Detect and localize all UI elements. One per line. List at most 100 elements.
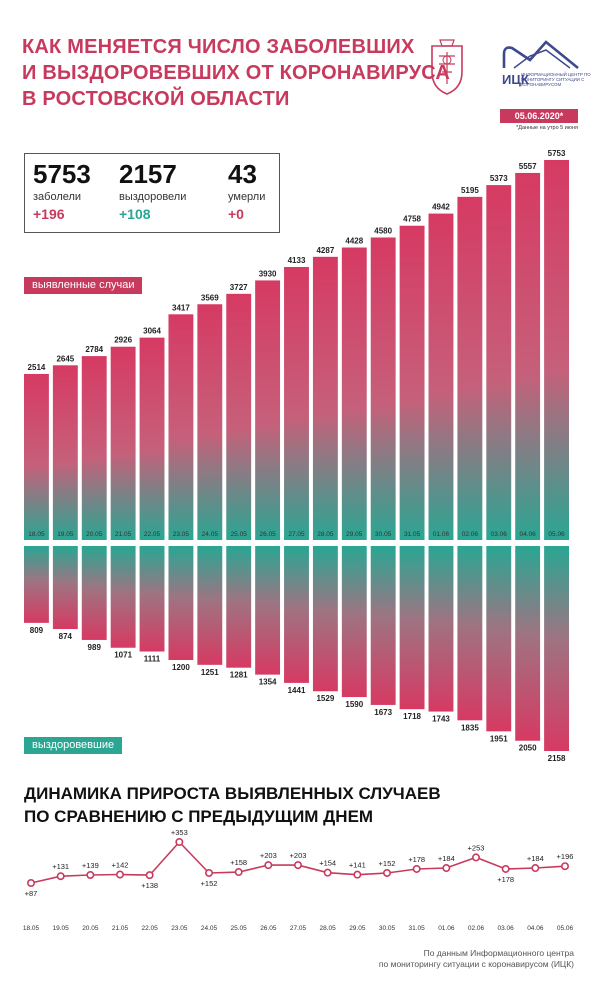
growth-date-tick-label: 28.05 bbox=[320, 925, 337, 932]
growth-date-tick-label: 01.06 bbox=[438, 925, 455, 932]
date-tick-label: 04.06 bbox=[520, 531, 537, 538]
cases-bar bbox=[52, 365, 78, 540]
stat-recovered-label: выздоровели bbox=[119, 191, 187, 203]
growth-value-label: +178 bbox=[497, 875, 514, 884]
growth-point bbox=[323, 868, 332, 877]
cases-value-label: 4942 bbox=[432, 203, 450, 212]
ick-logo-icon bbox=[502, 40, 579, 70]
recovered-bar bbox=[52, 546, 78, 630]
recovered-bar bbox=[399, 546, 425, 710]
recovered-bar bbox=[168, 546, 194, 660]
growth-value-label: +139 bbox=[82, 861, 99, 870]
growth-value-label: +141 bbox=[349, 861, 366, 870]
cases-bar bbox=[168, 314, 194, 540]
growth-value-label: +154 bbox=[319, 859, 336, 868]
date-tick-label: 02.06 bbox=[462, 531, 479, 538]
growth-point bbox=[145, 871, 154, 880]
cases-value-label: 4758 bbox=[403, 215, 421, 224]
stat-deaths-value: 43 bbox=[228, 159, 257, 189]
cases-value-label: 3727 bbox=[230, 283, 248, 292]
growth-value-label: +138 bbox=[141, 881, 158, 890]
recovered-value-label: 1200 bbox=[172, 663, 190, 672]
growth-point bbox=[442, 864, 451, 873]
growth-point bbox=[175, 837, 184, 846]
cases-bar bbox=[370, 237, 396, 541]
cases-bar bbox=[110, 346, 136, 540]
recovered-value-label: 1071 bbox=[114, 651, 132, 660]
growth-date-tick-label: 04.06 bbox=[527, 925, 544, 932]
recovered-value-label: 1673 bbox=[374, 708, 392, 717]
date-tick-label: 31.05 bbox=[404, 531, 421, 538]
growth-date-tick-label: 21.05 bbox=[112, 925, 129, 932]
growth-point bbox=[531, 864, 540, 873]
recovered-bar bbox=[544, 546, 569, 751]
growth-date-tick-label: 29.05 bbox=[349, 925, 366, 932]
cases-value-label: 4428 bbox=[345, 237, 363, 246]
recovered-bar bbox=[226, 546, 252, 668]
date-tick-label: 23.05 bbox=[173, 531, 190, 538]
stats-box: 5753 заболели +196 2157 выздоровели +108… bbox=[24, 153, 280, 233]
date-tick-label: 21.05 bbox=[115, 531, 132, 538]
recovered-value-label: 1529 bbox=[316, 694, 334, 703]
growth-date-tick-label: 27.05 bbox=[290, 925, 307, 932]
recovered-value-label: 1743 bbox=[432, 715, 450, 724]
growth-value-label: +152 bbox=[201, 879, 218, 888]
cases-bar bbox=[515, 172, 541, 540]
growth-value-label: +353 bbox=[171, 828, 188, 837]
cases-bar bbox=[399, 225, 425, 540]
growth-point bbox=[26, 878, 35, 887]
cases-bar bbox=[284, 267, 309, 540]
cases-bar bbox=[81, 356, 107, 540]
cases-bar bbox=[197, 304, 223, 540]
date-badge: 05.06.2020* bbox=[500, 109, 578, 123]
cases-bar bbox=[457, 196, 483, 540]
recovered-bar bbox=[370, 546, 396, 705]
cases-bar bbox=[255, 280, 281, 540]
date-tick-label: 19.05 bbox=[57, 531, 74, 538]
growth-value-label: +142 bbox=[112, 861, 129, 870]
growth-date-tick-label: 25.05 bbox=[231, 925, 248, 932]
source-line-1: По данным Информационного центра bbox=[423, 948, 574, 958]
growth-title-line-2: ПО СРАВНЕНИЮ С ПРЕДЫДУЩИМ ДНЕМ bbox=[24, 807, 374, 826]
stat-recovered-delta: +108 bbox=[119, 206, 151, 222]
recovered-bar bbox=[139, 546, 165, 652]
stat-cases-label: заболели bbox=[33, 191, 82, 203]
cases-value-label: 5373 bbox=[490, 174, 508, 183]
recovered-value-label: 809 bbox=[30, 626, 44, 635]
cases-value-label: 4580 bbox=[374, 226, 392, 235]
recovered-value-label: 989 bbox=[88, 643, 102, 652]
growth-date-tick-label: 31.05 bbox=[409, 925, 426, 932]
date-note: *Данные на утро 5 июня bbox=[516, 125, 578, 131]
source-note: По данным Информационного центра по мони… bbox=[379, 948, 574, 970]
recovered-bar bbox=[255, 546, 281, 675]
recovered-value-label: 1590 bbox=[345, 700, 363, 709]
growth-value-label: +158 bbox=[230, 858, 247, 867]
date-tick-label: 20.05 bbox=[86, 531, 103, 538]
cases-value-label: 3930 bbox=[259, 269, 277, 278]
cases-value-label: 2926 bbox=[114, 336, 132, 345]
recovered-value-label: 2050 bbox=[519, 744, 537, 753]
growth-point bbox=[353, 870, 362, 879]
growth-date-tick-label: 18.05 bbox=[23, 925, 40, 932]
recovered-bar bbox=[284, 546, 309, 683]
date-tick-label: 24.05 bbox=[202, 531, 219, 538]
growth-point bbox=[56, 872, 65, 881]
growth-date-tick-label: 22.05 bbox=[142, 925, 159, 932]
title-line-1: КАК МЕНЯЕТСЯ ЧИСЛО ЗАБОЛЕВШИХ bbox=[22, 36, 415, 58]
date-tick-label: 28.05 bbox=[317, 531, 334, 538]
cases-bar bbox=[341, 247, 367, 540]
date-tick-label: 26.05 bbox=[259, 531, 276, 538]
stat-deaths: 43 умерли +0 bbox=[228, 158, 265, 224]
daily-growth-line-chart: +87 18.05 +131 19.05 +139 20.05 +142 21.05 +138 2… bbox=[23, 828, 574, 932]
cases-bar bbox=[139, 337, 165, 540]
recovered-bar bbox=[341, 546, 367, 698]
cases-bar bbox=[544, 160, 569, 540]
recovered-value-label: 1835 bbox=[461, 723, 479, 732]
cases-value-label: 3569 bbox=[201, 293, 219, 302]
date-tick-label: 05.06 bbox=[548, 531, 565, 538]
cases-value-label: 4287 bbox=[316, 246, 334, 255]
cases-value-label: 2645 bbox=[56, 354, 74, 363]
growth-date-tick-label: 05.06 bbox=[557, 925, 574, 932]
cases-bar bbox=[312, 256, 338, 540]
recovered-bar bbox=[312, 546, 338, 692]
